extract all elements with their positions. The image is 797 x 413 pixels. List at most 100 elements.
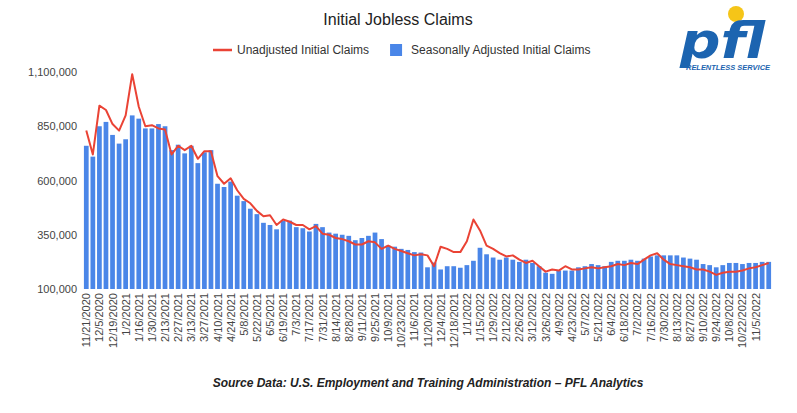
bar [491,258,496,289]
title: Initial Jobless Claims [323,11,472,28]
bar [727,263,732,289]
bar [182,153,187,289]
x-tick-label: 1/16/2021 [133,293,145,342]
bar [156,124,161,289]
x-tick-label: 11/5/2022 [750,293,762,341]
bar [681,258,686,289]
bar [537,266,542,289]
x-tick-label: 11/21/2020 [80,293,92,347]
bar [399,249,404,289]
x-tick-label: 12/4/2021 [435,293,447,342]
bar [373,233,378,289]
bar [471,261,476,289]
x-tick-label: 7/3/2021 [290,293,302,336]
bar [143,128,148,289]
bar [84,146,89,289]
bar [202,152,207,289]
x-tick-label: 3/27/2021 [198,293,210,342]
x-tick-label: 5/21/2022 [592,293,604,342]
bar [451,266,456,289]
x-tick-label: 4/9/2022 [553,293,565,336]
x-tick-label: 6/5/2021 [264,293,276,336]
bar [510,260,515,289]
bar [274,229,279,289]
bar [255,214,260,289]
bar [228,182,233,289]
y-tick-label: 600,000 [37,175,77,187]
legend-label: Seasonally Adjusted Initial Claims [411,43,590,57]
bar [688,259,693,289]
bar [740,264,745,289]
bar [268,225,273,289]
bar [353,240,358,289]
bar [163,126,168,289]
bar [517,262,522,289]
bar [386,246,391,289]
bar [576,267,581,289]
x-tick-label: 1/1/2022 [461,293,473,336]
bar [235,196,240,289]
caption: Source Data: U.S. Employment and Trainin… [213,376,644,390]
bar [445,266,450,289]
bar [766,262,771,289]
x-tick-label: 4/24/2021 [225,293,237,342]
bar [320,227,325,289]
x-tick-label: 1/15/2022 [474,293,486,342]
bar [550,274,555,289]
x-tick-label: 11/20/2021 [422,293,434,347]
bar [261,223,266,289]
x-tick-label: 8/27/2022 [684,293,696,342]
bar [209,150,214,289]
bar [123,139,128,289]
bar [189,146,194,289]
x-tick-label: 8/14/2021 [330,293,342,342]
x-tick-label: 9/24/2022 [710,293,722,342]
bar [465,265,470,289]
x-tick-label: 8/28/2021 [343,293,355,342]
x-tick-label: 7/16/2022 [645,293,657,342]
x-tick-label: 7/31/2021 [317,293,329,342]
bar [215,184,220,289]
x-tick-label: 5/7/2022 [579,293,591,336]
bar [287,221,292,289]
bar [327,233,332,289]
x-tick-label: 3/13/2021 [185,293,197,342]
bar [569,271,574,289]
x-tick-label: 7/2/2022 [631,293,643,336]
bar [707,265,712,289]
bar [248,209,253,289]
bar [734,263,739,289]
x-tick-label: 10/8/2022 [723,293,735,342]
bar [307,231,312,289]
y-tick-label: 850,000 [37,120,77,132]
x-tick-label: 3/26/2022 [540,293,552,342]
bar [90,157,95,289]
bar [714,267,719,289]
legend-swatch [390,44,402,56]
bar [195,163,200,289]
bar [366,236,371,289]
bar [497,260,502,289]
bar [556,271,561,289]
x-tick-label: 8/13/2022 [671,293,683,342]
x-tick-label: 11/6/2021 [408,293,420,341]
bar [241,201,246,289]
x-tick-label: 2/13/2021 [159,293,171,342]
x-tick-label: 12/18/2021 [448,293,460,348]
bar [412,252,417,289]
bar [524,260,529,289]
bar [747,263,752,289]
bar [392,247,397,289]
bar [602,266,607,289]
bar [563,271,568,289]
x-tick-label: 9/10/2022 [697,293,709,342]
x-tick-label: 7/17/2021 [303,293,315,342]
x-tick-label: 9/25/2021 [369,293,381,342]
x-tick-label: 4/10/2021 [212,293,224,342]
x-tick-label: 12/19/2020 [107,293,119,348]
logo-text: pfl [679,12,766,70]
x-tick-label: 9/11/2021 [356,293,368,341]
x-tick-label: 2/12/2022 [500,293,512,342]
bar [648,256,653,289]
bar [222,187,227,289]
